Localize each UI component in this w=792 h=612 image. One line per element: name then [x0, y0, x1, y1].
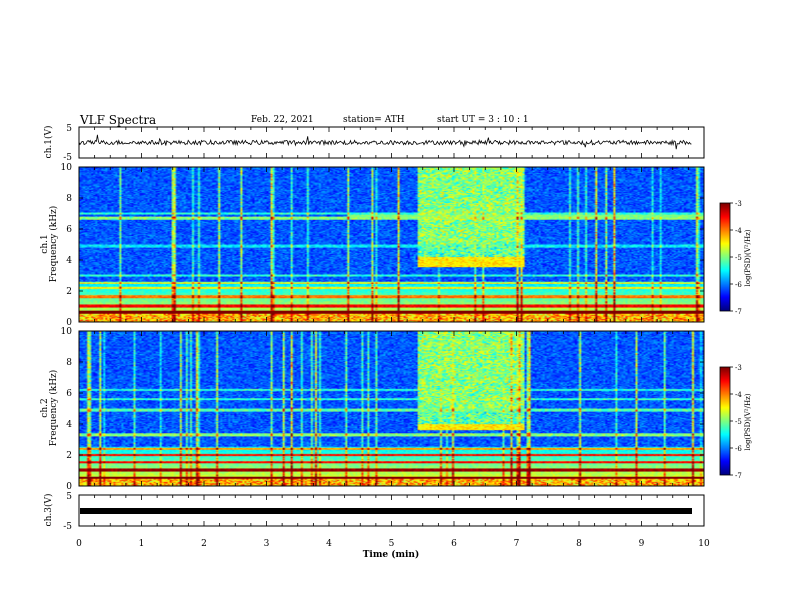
- x-tick-label: 2: [201, 539, 207, 549]
- ch3-voltage-trace: [80, 508, 692, 514]
- ch3-xticks: [78, 495, 705, 526]
- x-tick-label: 8: [576, 539, 582, 549]
- ch1-freq-ticks: 0 2 4 6 8 10: [61, 163, 704, 328]
- colorbar-tick-label: -5: [735, 254, 742, 262]
- x-tick-label: 1: [139, 539, 145, 549]
- ch2-spectrogram-ylabel-1: ch.2: [40, 398, 50, 417]
- ch2-spectrogram-ylabel-2: Frequency (kHz): [48, 370, 59, 447]
- colorbar-tick-label: -3: [735, 200, 742, 208]
- ch2-colorbar-label: log(PSD)(V²/Hz): [744, 393, 752, 450]
- freq-tick-label: 4: [66, 256, 72, 266]
- x-tick-label: 10: [698, 539, 710, 549]
- ch1-ytick-top: 5: [66, 124, 72, 134]
- date-label: Feb. 22, 2021: [251, 115, 314, 125]
- freq-tick-label: 6: [66, 225, 72, 235]
- ch1-spec-xticks: [78, 167, 705, 322]
- ch3-ytick-bottom: -5: [63, 522, 72, 532]
- ch1-ytick-bottom: -5: [63, 153, 72, 163]
- ch1-voltage-trace: [78, 134, 692, 150]
- freq-tick-label: 10: [61, 327, 73, 337]
- chart-title: VLF Spectra: [80, 113, 157, 127]
- ch1-spectrogram-ylabel-1: ch.1: [40, 234, 50, 253]
- ch1-colorbar: [720, 203, 730, 311]
- colorbar-tick-label: -3: [735, 364, 742, 372]
- ch1-colorbar-ticks: -3 -4 -5 -6 -7: [730, 200, 742, 316]
- colorbar-tick-label: -7: [735, 308, 742, 316]
- freq-tick-label: 0: [66, 318, 72, 328]
- x-tick-label: 0: [76, 539, 82, 549]
- ch1-spectrogram-ylabel-2: Frequency (kHz): [48, 206, 59, 283]
- ch2-spec-xticks: [78, 331, 705, 486]
- freq-tick-label: 4: [66, 420, 72, 430]
- colorbar-tick-label: -4: [735, 391, 742, 399]
- ch1-voltage-panel: 5 -5 ch.1(V): [43, 124, 705, 163]
- freq-tick-label: 8: [66, 194, 72, 204]
- ch1-voltage-ylabel: ch.1(V): [43, 126, 54, 159]
- freq-tick-label: 2: [66, 451, 72, 461]
- start-ut-label: start UT = 3 : 10 : 1: [437, 115, 529, 125]
- freq-tick-label: 8: [66, 358, 72, 368]
- colorbar-tick-label: -6: [735, 445, 742, 453]
- colorbar-tick-label: -4: [735, 227, 742, 235]
- x-axis-tick-labels: 0 1 2 3 4 5 6 7 8 9 10: [76, 539, 710, 549]
- ch2-colorbar-ticks: -3 -4 -5 -6 -7: [730, 364, 742, 480]
- x-tick-label: 9: [639, 539, 645, 549]
- freq-tick-label: 0: [66, 482, 72, 492]
- colorbar-tick-label: -7: [735, 472, 742, 480]
- ch2-spectrogram-image: [79, 331, 704, 486]
- freq-tick-label: 10: [61, 163, 73, 173]
- ch2-freq-ticks: 0 2 4 6 8 10: [61, 327, 704, 492]
- x-tick-label: 6: [451, 539, 457, 549]
- x-axis-label: Time (min): [363, 549, 420, 560]
- x-tick-label: 5: [389, 539, 395, 549]
- ch2-colorbar: [720, 367, 730, 475]
- freq-tick-label: 6: [66, 389, 72, 399]
- x-tick-label: 3: [264, 539, 270, 549]
- freq-tick-label: 2: [66, 287, 72, 297]
- ch1-spectrogram-image: [79, 167, 704, 322]
- ch1-xticks: [78, 127, 705, 158]
- ch1-colorbar-label: log(PSD)(V²/Hz): [744, 229, 752, 286]
- x-tick-label: 7: [514, 539, 520, 549]
- ch3-voltage-ylabel: ch.3(V): [43, 494, 54, 527]
- station-label: station= ATH: [343, 115, 405, 125]
- ch3-ytick-top: 5: [66, 492, 72, 502]
- x-tick-label: 4: [326, 539, 332, 549]
- colorbar-tick-label: -5: [735, 418, 742, 426]
- ch3-voltage-panel: 5 -5 ch.3(V) 0 1 2 3 4 5 6 7 8 9 10 Time (min): [43, 492, 710, 560]
- colorbar-tick-label: -6: [735, 281, 742, 289]
